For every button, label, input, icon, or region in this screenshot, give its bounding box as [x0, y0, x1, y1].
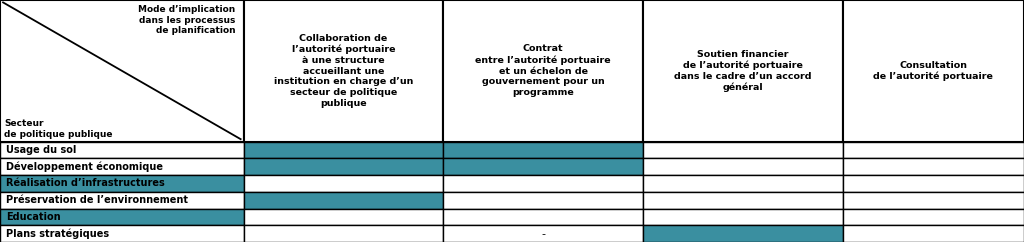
Bar [643, 175, 843, 192]
Bar [843, 175, 1024, 192]
Text: Mode d’implication
dans les processus
de planification: Mode d’implication dans les processus de… [138, 5, 236, 35]
Text: Préservation de l’environnement: Préservation de l’environnement [6, 195, 188, 205]
Text: Soutien financier
de l’autorité portuaire
dans le cadre d’un accord
général: Soutien financier de l’autorité portuair… [674, 50, 812, 92]
Bar [244, 225, 443, 242]
Bar [443, 192, 643, 209]
Text: Education: Education [6, 212, 60, 222]
Bar [244, 175, 443, 192]
Bar [843, 209, 1024, 225]
Bar [0, 142, 244, 158]
Bar [643, 209, 843, 225]
Text: Réalisation d’infrastructures: Réalisation d’infrastructures [6, 178, 165, 189]
Bar [843, 225, 1024, 242]
Bar [643, 142, 843, 158]
Bar [843, 0, 1024, 142]
Bar [443, 225, 643, 242]
Bar [443, 175, 643, 192]
Bar [244, 0, 443, 142]
Bar [0, 209, 244, 225]
Bar [244, 142, 443, 158]
Bar [443, 158, 643, 175]
Bar [643, 225, 843, 242]
Bar [643, 192, 843, 209]
Bar [643, 158, 843, 175]
Bar [0, 0, 244, 142]
Text: Plans stratégiques: Plans stratégiques [6, 228, 110, 239]
Bar [244, 209, 443, 225]
Text: -: - [542, 229, 545, 239]
Text: Usage du sol: Usage du sol [6, 145, 77, 155]
Bar [843, 142, 1024, 158]
Bar [244, 158, 443, 175]
Bar [244, 192, 443, 209]
Bar [843, 192, 1024, 209]
Bar [0, 175, 244, 192]
Bar [443, 209, 643, 225]
Bar [443, 142, 643, 158]
Text: Secteur
de politique publique: Secteur de politique publique [4, 119, 113, 139]
Bar [443, 0, 643, 142]
Bar [0, 192, 244, 209]
Bar [643, 0, 843, 142]
Bar [843, 158, 1024, 175]
Text: Collaboration de
l’autorité portuaire
à une structure
accueillant une
institutio: Collaboration de l’autorité portuaire à … [273, 34, 414, 108]
Text: Consultation
de l’autorité portuaire: Consultation de l’autorité portuaire [873, 60, 993, 81]
Text: Contrat
entre l’autorité portuaire
et un échelon de
gouvernement pour un
program: Contrat entre l’autorité portuaire et un… [475, 45, 611, 97]
Bar [0, 158, 244, 175]
Bar [0, 225, 244, 242]
Text: Développement économique: Développement économique [6, 161, 163, 172]
